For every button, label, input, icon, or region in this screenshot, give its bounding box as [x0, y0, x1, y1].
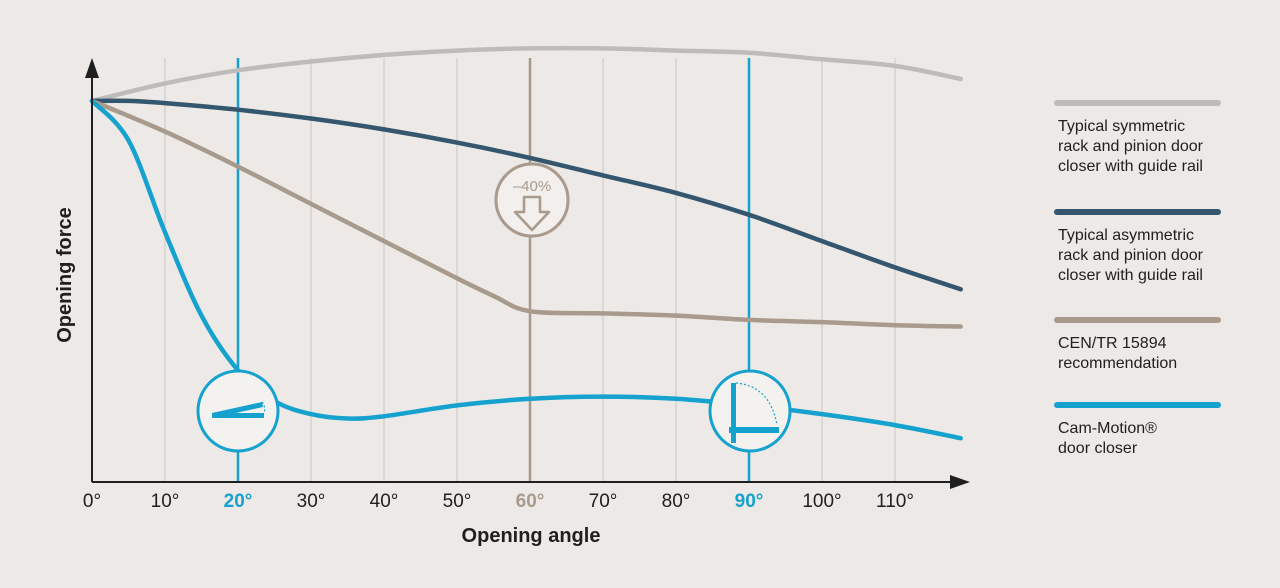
legend-label: CEN/TR 15894 recommendation — [1058, 335, 1177, 372]
x-tick-label: 0° — [83, 491, 101, 512]
legend-label: Typical asymmetric rack and pinion door cl… — [1058, 227, 1204, 284]
series-line-cen-tr-15894 — [89, 98, 963, 329]
series-line-asymmetric-closer — [89, 98, 963, 292]
y-axis-arrow-icon — [85, 58, 99, 78]
series-line-symmetric-closer — [89, 45, 963, 104]
reduction-badge: –40% — [494, 162, 570, 238]
legend-label: Cam-Motion® door closer — [1058, 420, 1157, 457]
legend: Typical symmetric rack and pinion door clo… — [1054, 100, 1221, 457]
x-tick-label: 50° — [443, 491, 472, 512]
x-tick-label: 110° — [876, 491, 914, 512]
x-tick-label: 100° — [802, 491, 841, 512]
x-tick-label: 10° — [151, 491, 180, 512]
x-axis-arrow-icon — [950, 475, 970, 489]
y-axis-label: Opening force — [54, 207, 76, 343]
door-slightly-open-icon — [196, 369, 280, 453]
x-tick-labels: 0° 10° 20° 30° 40° 50° 60° 70° 80° 90° 100° 110° — [83, 491, 914, 512]
x-tick-label: 80° — [662, 491, 691, 512]
x-tick-label: 60° — [516, 491, 545, 512]
axes — [85, 58, 970, 489]
legend-label: Typical symmetric rack and pinion door clo… — [1058, 118, 1204, 175]
x-tick-label: 30° — [297, 491, 326, 512]
x-tick-label: 90° — [735, 491, 764, 512]
down-arrow-icon — [513, 195, 551, 232]
reduction-label: –40% — [513, 178, 551, 195]
x-tick-label: 20° — [224, 491, 253, 512]
x-tick-label: 70° — [589, 491, 618, 512]
x-axis-label: Opening angle — [462, 525, 601, 547]
x-tick-label: 40° — [370, 491, 399, 512]
door-open-90-icon — [708, 369, 792, 453]
